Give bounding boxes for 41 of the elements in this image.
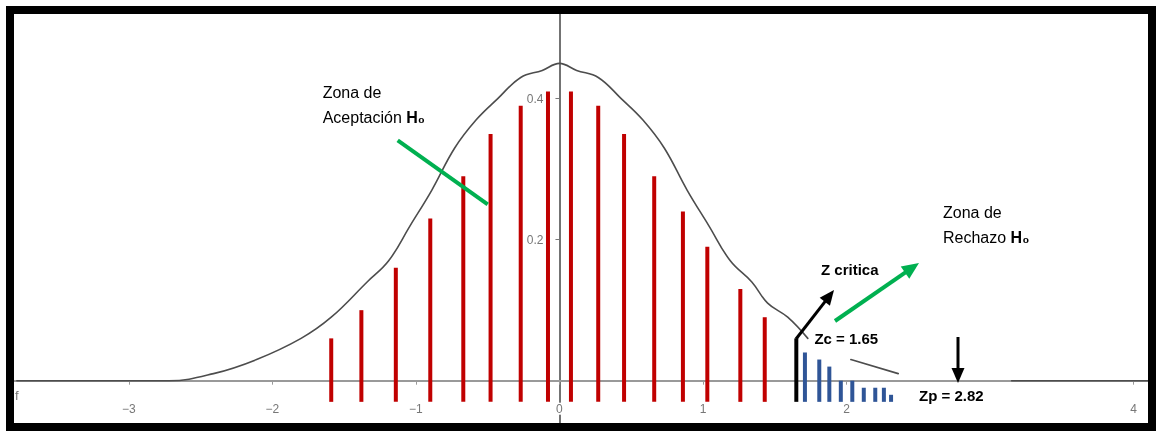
x-tick-label: 4 [1130,401,1138,416]
bar [461,176,466,402]
bar [652,176,657,402]
series-label: f [15,387,20,403]
x-tick-label: 1 [699,401,707,416]
bar [359,310,364,402]
bar [850,380,855,402]
bar [861,387,866,402]
bar [393,267,398,402]
x-tick-label: 2 [843,401,851,416]
bar [329,338,334,402]
bar [794,338,799,402]
bar [881,387,886,402]
bar [838,380,843,402]
bar [873,387,878,402]
bar [545,91,550,402]
bar [762,317,767,402]
bar [680,211,685,402]
annotation: Zp = 2.82 [919,386,984,406]
bar [738,289,743,402]
bar [428,218,433,402]
bar [827,366,832,402]
annotation: Zona de Rechazo H₀ [943,203,1031,248]
bar [488,133,493,402]
bar [802,352,807,402]
y-tick-label: 0.4 [526,91,544,106]
annotation: Z critica [821,260,879,280]
bar [622,133,627,402]
x-tick-label: −3 [121,401,136,416]
annotation: Zona de Aceptación H₀ [322,83,427,129]
bar [705,246,710,402]
annotation: Zc = 1.65 [814,328,879,349]
bar [518,105,523,402]
bar [596,105,601,402]
bar [817,359,822,402]
y-tick-label: 0.2 [526,232,544,247]
x-tick-label: −2 [265,401,280,416]
x-tick-label: −1 [409,401,424,416]
x-tick-label: 0 [556,401,564,416]
bar [889,394,894,402]
bar [568,91,573,402]
